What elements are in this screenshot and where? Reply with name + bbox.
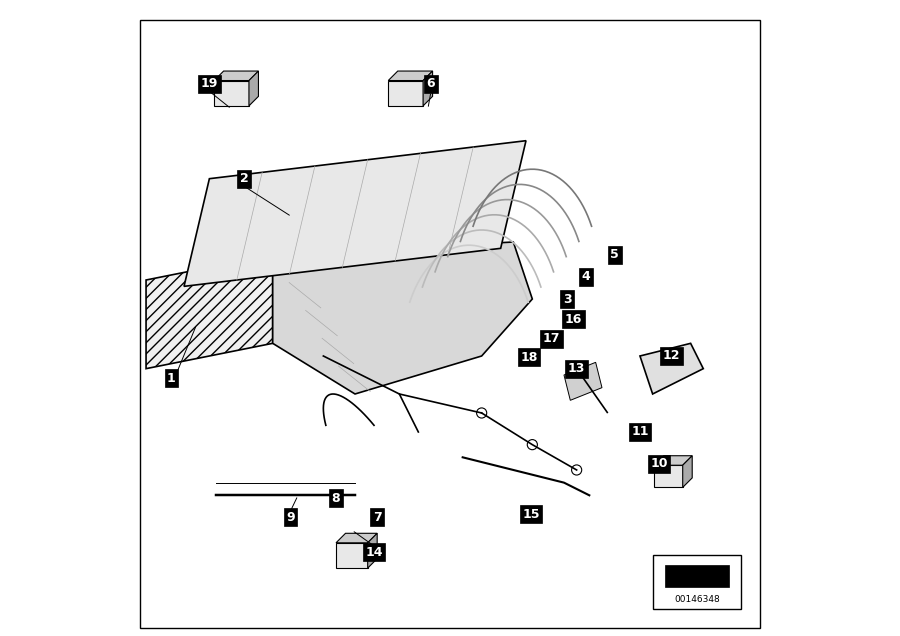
FancyBboxPatch shape (652, 555, 742, 609)
Polygon shape (336, 534, 377, 543)
Polygon shape (654, 465, 683, 487)
Text: 15: 15 (522, 508, 540, 521)
Text: 4: 4 (581, 270, 590, 284)
Polygon shape (336, 543, 368, 568)
Polygon shape (214, 81, 249, 106)
Text: 9: 9 (286, 511, 294, 524)
Polygon shape (683, 456, 692, 487)
Text: 00146348: 00146348 (674, 595, 720, 604)
Polygon shape (423, 71, 433, 106)
Text: 19: 19 (201, 77, 218, 90)
Text: 10: 10 (650, 457, 668, 470)
Bar (665, 565, 729, 587)
Text: 11: 11 (631, 425, 649, 438)
Text: 3: 3 (562, 293, 572, 305)
Text: 7: 7 (373, 511, 382, 524)
Polygon shape (640, 343, 703, 394)
Polygon shape (273, 242, 532, 394)
Text: 18: 18 (520, 351, 538, 364)
Polygon shape (184, 141, 526, 286)
Text: 6: 6 (427, 77, 436, 90)
Polygon shape (146, 254, 273, 369)
Polygon shape (368, 534, 377, 568)
Polygon shape (388, 71, 433, 81)
Text: 12: 12 (663, 350, 680, 363)
Polygon shape (214, 71, 258, 81)
Polygon shape (388, 81, 423, 106)
Polygon shape (564, 363, 602, 400)
Text: 14: 14 (365, 546, 382, 559)
Text: 1: 1 (167, 371, 176, 385)
Text: 16: 16 (565, 313, 582, 326)
Text: 8: 8 (332, 492, 340, 505)
Text: 2: 2 (239, 172, 248, 185)
Text: 17: 17 (543, 333, 560, 345)
Text: 5: 5 (610, 248, 619, 261)
Polygon shape (654, 456, 692, 465)
Polygon shape (249, 71, 258, 106)
Text: 13: 13 (568, 362, 585, 375)
